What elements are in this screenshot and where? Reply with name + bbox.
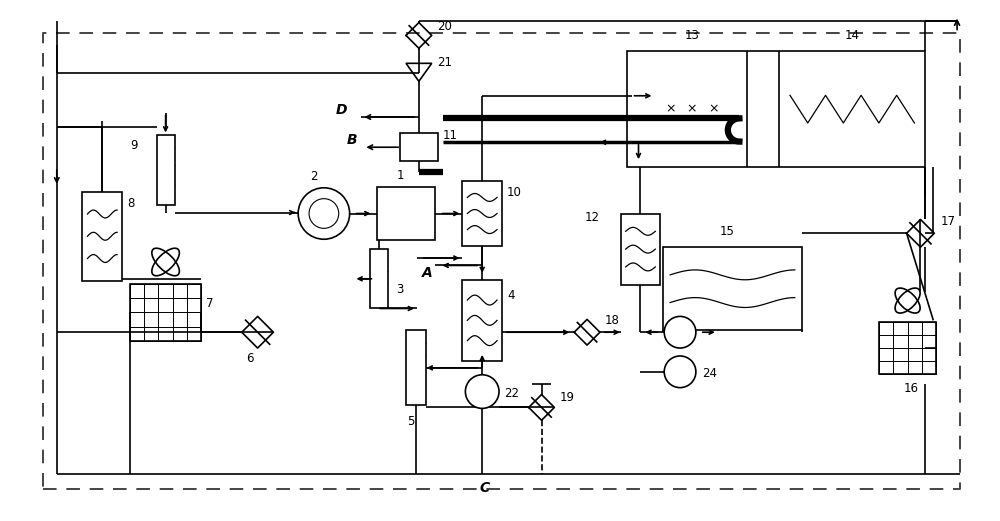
Text: D: D bbox=[336, 103, 348, 117]
Circle shape bbox=[664, 316, 696, 348]
Text: 19: 19 bbox=[559, 391, 574, 404]
Text: 15: 15 bbox=[720, 225, 735, 238]
Text: 4: 4 bbox=[507, 289, 514, 302]
Text: 7: 7 bbox=[206, 297, 214, 311]
Bar bbox=[130, 284, 201, 341]
Bar bbox=[370, 249, 388, 308]
Bar bbox=[82, 192, 122, 281]
Text: B: B bbox=[347, 133, 358, 147]
Bar bbox=[627, 51, 925, 167]
Text: 13: 13 bbox=[684, 29, 699, 42]
Text: ×: × bbox=[665, 103, 675, 116]
Text: 20: 20 bbox=[437, 20, 452, 33]
Text: 11: 11 bbox=[443, 129, 458, 142]
Text: 12: 12 bbox=[585, 212, 600, 225]
Text: ×: × bbox=[687, 103, 697, 116]
Text: C: C bbox=[479, 480, 489, 494]
Text: 9: 9 bbox=[130, 139, 138, 152]
Text: A: A bbox=[422, 266, 433, 280]
Text: 24: 24 bbox=[702, 367, 717, 380]
Bar bbox=[377, 187, 435, 240]
Text: 14: 14 bbox=[845, 29, 860, 42]
Bar bbox=[462, 181, 502, 246]
Bar bbox=[663, 247, 802, 330]
Text: ×: × bbox=[708, 103, 719, 116]
Bar bbox=[157, 135, 175, 205]
Bar bbox=[400, 133, 438, 161]
Bar bbox=[462, 280, 502, 361]
Circle shape bbox=[298, 188, 350, 239]
Text: 18: 18 bbox=[605, 314, 620, 327]
Text: 6: 6 bbox=[246, 352, 253, 365]
Text: 16: 16 bbox=[904, 381, 919, 394]
Circle shape bbox=[664, 356, 696, 388]
Text: 10: 10 bbox=[507, 185, 522, 199]
Text: 17: 17 bbox=[940, 215, 955, 228]
Circle shape bbox=[465, 375, 499, 408]
Text: 21: 21 bbox=[437, 56, 452, 69]
Text: 5: 5 bbox=[407, 415, 415, 428]
Text: 22: 22 bbox=[504, 387, 519, 400]
Bar bbox=[879, 322, 936, 374]
Text: 3: 3 bbox=[396, 283, 403, 295]
Text: 1: 1 bbox=[396, 169, 404, 182]
Text: 2: 2 bbox=[310, 170, 318, 183]
Bar bbox=[406, 330, 426, 405]
Text: 8: 8 bbox=[127, 196, 134, 209]
Text: 23: 23 bbox=[675, 297, 689, 311]
Bar bbox=[621, 214, 660, 285]
